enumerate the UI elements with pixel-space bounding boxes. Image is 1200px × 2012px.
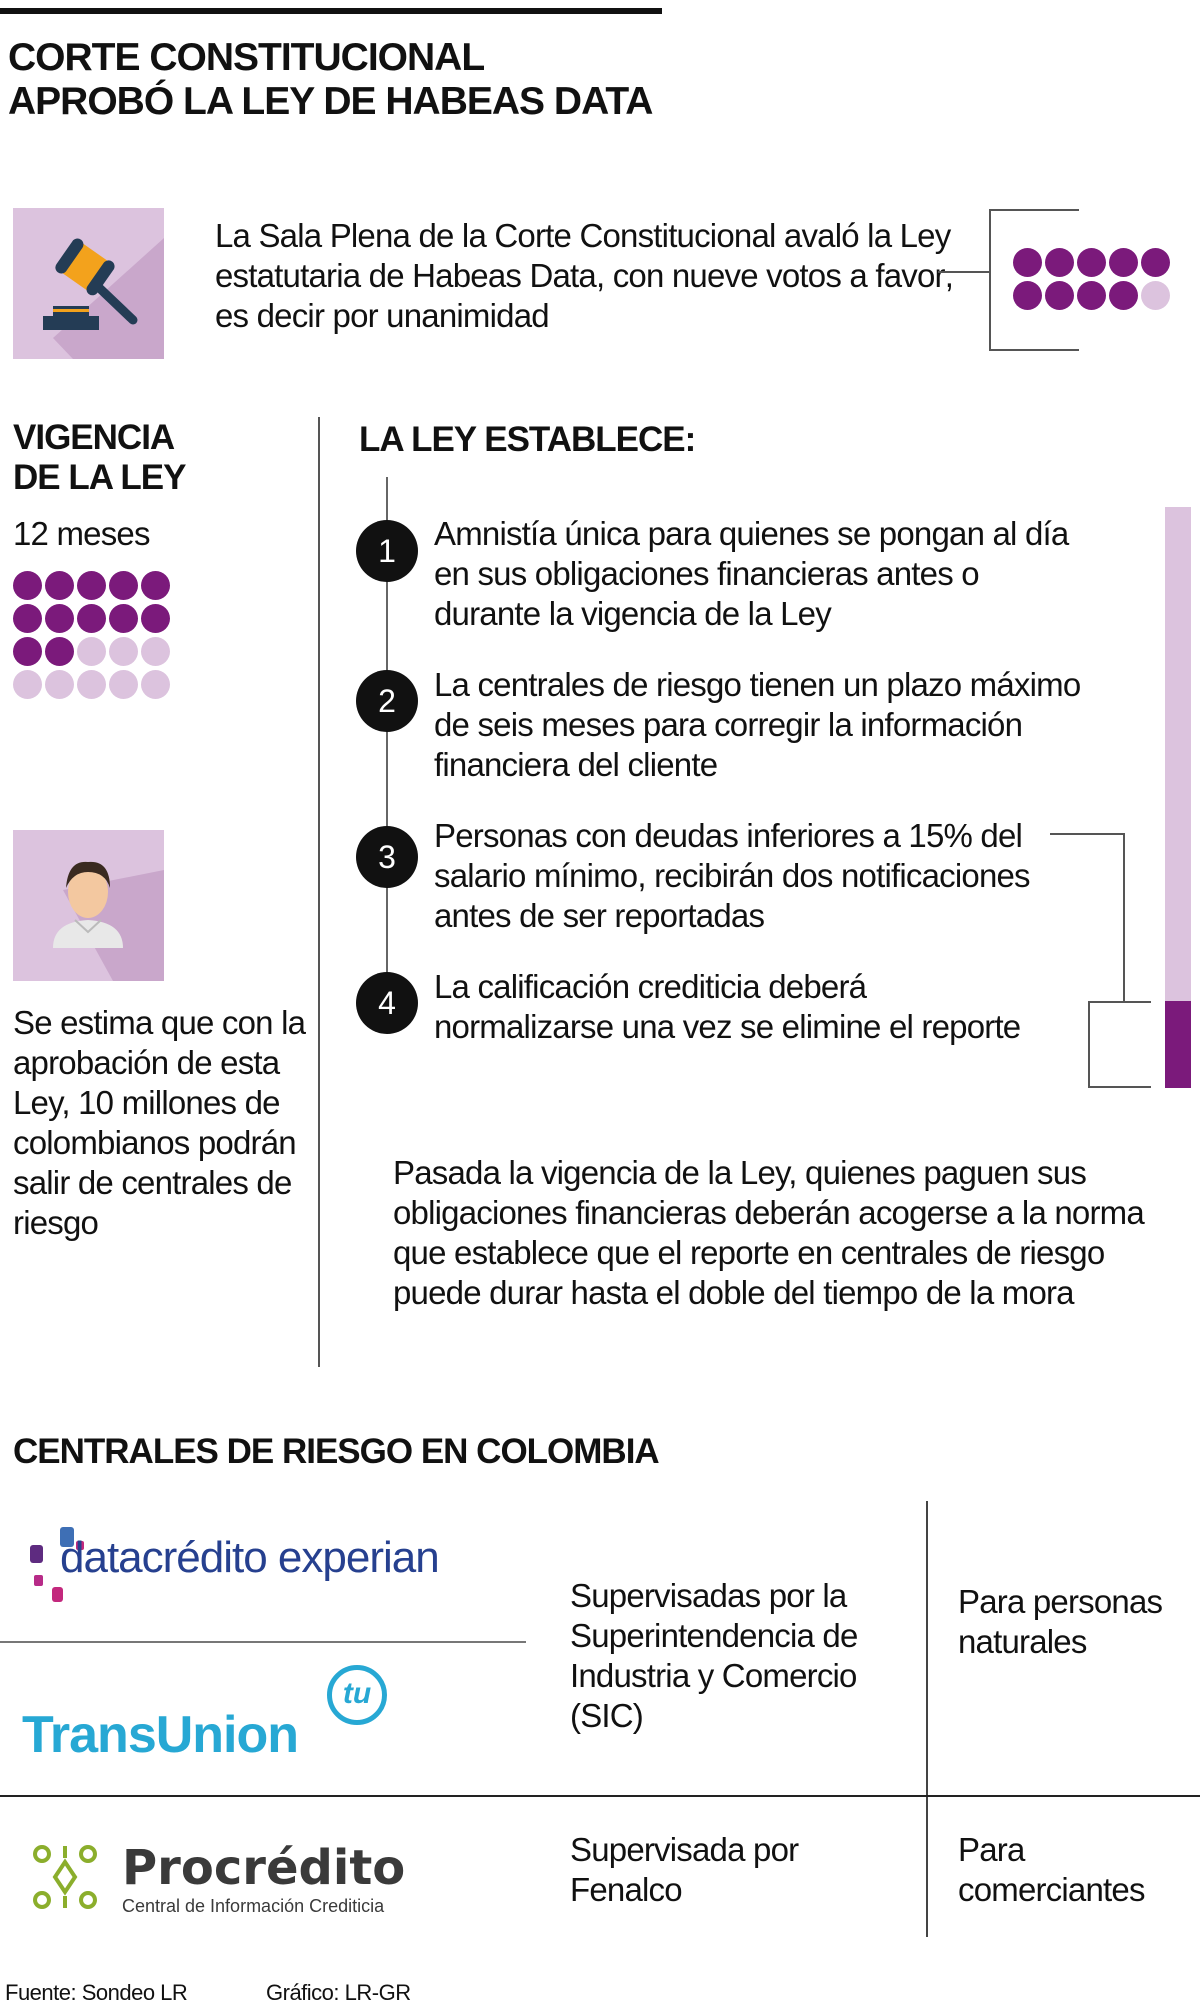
percent-bracket: [1088, 1001, 1151, 1088]
footer-graphic: Gráfico: LR-GR: [266, 1980, 411, 2005]
datacredito-logo-text: datacrédito experian: [60, 1533, 440, 1582]
empty-dot: [141, 670, 170, 699]
connector-line: [938, 271, 989, 273]
empty-dot: [141, 637, 170, 666]
transunion-logo: TransUnion tu: [22, 1665, 402, 1765]
step-3-plain: Personas con deudas inferiores a: [434, 817, 909, 854]
percent-connector: [1050, 833, 1125, 1001]
filled-dot: [1141, 248, 1170, 277]
vigencia-heading-2: DE LA LEY: [13, 458, 186, 497]
step-text-3: Personas con deudas inferiores a 15% del…: [434, 816, 1074, 936]
votes-dots: [1013, 248, 1178, 314]
empty-dot: [109, 670, 138, 699]
column-divider: [318, 417, 320, 1367]
empty-dot: [77, 637, 106, 666]
procredito-logo-text: Procrédito: [122, 1840, 406, 1896]
transunion-logo-text: TransUnion: [22, 1706, 299, 1764]
table-vertical-divider: [926, 1501, 928, 1937]
percent-bar-fill: [1165, 1000, 1191, 1088]
step-text-2: La centrales de riesgo tienen un plazo m…: [434, 666, 1081, 783]
empty-dot: [45, 670, 74, 699]
row1-target: Para personas naturales: [958, 1583, 1163, 1660]
step-number-4: 4: [356, 972, 418, 1034]
filled-dot: [13, 571, 42, 600]
filled-dot: [1109, 281, 1138, 310]
step-text-4: La calificación crediticia deberá normal…: [434, 968, 1021, 1045]
logo-divider: [0, 1641, 526, 1643]
filled-dot: [1013, 281, 1042, 310]
filled-dot: [45, 637, 74, 666]
transunion-badge: tu: [327, 1665, 387, 1725]
title-line-1: CORTE CONSTITUCIONAL: [8, 36, 485, 79]
estimate-end: de colombianos podrán salir de centrales…: [13, 1084, 297, 1241]
intro-text: La Sala Plena de la Corte Constitucional…: [215, 216, 955, 336]
filled-dot: [141, 604, 170, 633]
vigencia-heading-1: VIGENCIA: [13, 418, 175, 457]
procredito-symbol-icon: [33, 1845, 97, 1909]
intro-text-plain: La Sala Plena de la Corte Constitucional…: [215, 217, 951, 294]
months-dots: [13, 571, 178, 703]
filled-dot: [77, 571, 106, 600]
step-text-1: Amnistía única para quienes se pongan al…: [434, 515, 1069, 632]
row2-supervision: Supervisada por Fenalco: [570, 1831, 799, 1908]
procredito-logo: Procrédito Central de Información Credit…: [32, 1840, 452, 1920]
procredito-logo-subtitle: Central de Información Crediticia: [122, 1896, 385, 1916]
person-icon: [13, 830, 164, 981]
vigencia-duration: 12 meses: [13, 515, 150, 552]
filled-dot: [141, 571, 170, 600]
top-rule: [0, 8, 662, 14]
filled-dot: [1013, 248, 1042, 277]
vigencia-heading: VIGENCIA DE LA LEY: [13, 418, 186, 498]
row2-target: Para comerciantes: [958, 1831, 1145, 1908]
timeline-line: [386, 477, 388, 1013]
step-number-1: 1: [356, 520, 418, 582]
step-3-bold: 15%: [908, 817, 973, 854]
step-3-end: del salario mínimo, recibirán dos notifi…: [434, 817, 1031, 934]
intro-text-end: , es decir por unanimidad: [215, 257, 954, 334]
filled-dot: [45, 571, 74, 600]
empty-dot: [1141, 281, 1170, 310]
estimate-text: Se estima que con la aprobación de esta …: [13, 1003, 313, 1243]
filled-dot: [1045, 248, 1074, 277]
estimate-bold: 10 millones: [78, 1084, 237, 1121]
datacredito-logo: datacrédito experian: [30, 1525, 530, 1605]
filled-dot: [1045, 281, 1074, 310]
filled-dot: [109, 571, 138, 600]
filled-dot: [1077, 248, 1106, 277]
intro-text-bold: nueve votos a favor: [671, 257, 946, 294]
step-number-2: 2: [356, 670, 418, 732]
filled-dot: [109, 604, 138, 633]
footer-source: Fuente: Sondeo LR: [5, 1980, 188, 2005]
empty-dot: [109, 637, 138, 666]
ley-heading: LA LEY ESTABLECE:: [359, 420, 696, 459]
filled-dot: [1077, 281, 1106, 310]
table-row-divider: [0, 1795, 1200, 1797]
title-line-2: APROBÓ LA LEY DE HABEAS DATA: [8, 80, 653, 123]
percent-bar: [1165, 507, 1191, 1088]
filled-dot: [13, 637, 42, 666]
filled-dot: [1109, 248, 1138, 277]
page-title: CORTE CONSTITUCIONAL APROBÓ LA LEY DE HAB…: [8, 36, 653, 124]
ley-note: Pasada la vigencia de la Ley, quienes pa…: [393, 1154, 1145, 1311]
step-number-3: 3: [356, 826, 418, 888]
filled-dot: [77, 604, 106, 633]
gavel-icon: [13, 208, 164, 359]
filled-dot: [13, 604, 42, 633]
empty-dot: [13, 670, 42, 699]
centrales-heading: CENTRALES DE RIESGO EN COLOMBIA: [13, 1432, 660, 1471]
estimate-plain: Se estima que con la aprobación de esta …: [13, 1004, 306, 1121]
filled-dot: [45, 604, 74, 633]
empty-dot: [77, 670, 106, 699]
votes-bracket: [989, 209, 1079, 351]
row1-supervision: Supervisadas por la Superintendencia de …: [570, 1577, 858, 1734]
